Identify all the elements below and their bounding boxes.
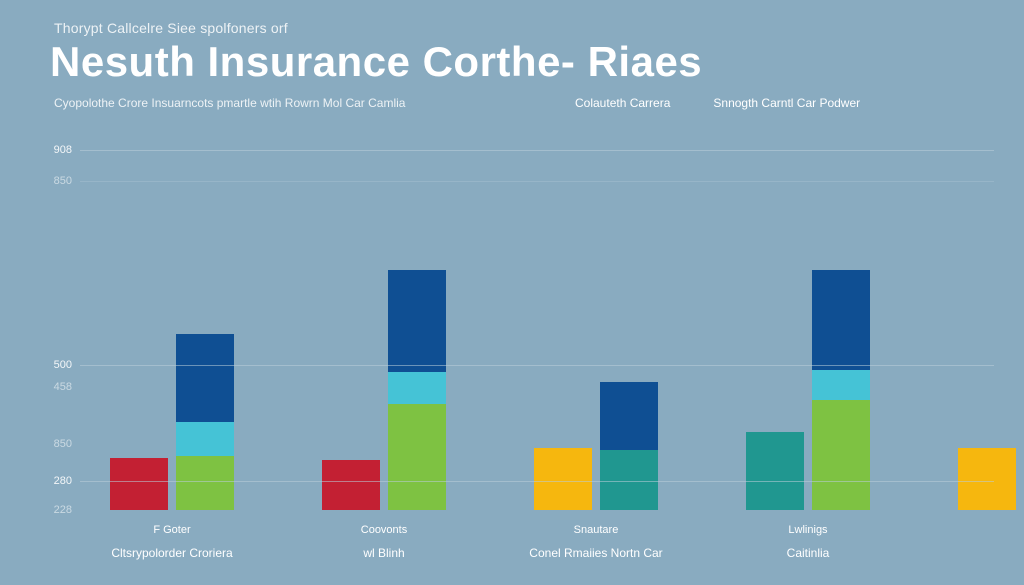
bar bbox=[600, 382, 658, 510]
y-tick-label: 850 bbox=[20, 175, 72, 187]
x-tick-label-top: Snautare bbox=[574, 524, 619, 536]
bar-segment bbox=[812, 370, 870, 400]
x-tick-label-top: Lwlinigs bbox=[788, 524, 827, 536]
x-tick-label-bottom: Conel Rmaiies Nortn Car bbox=[529, 546, 662, 560]
bar-segment bbox=[600, 382, 658, 450]
bar-segment bbox=[176, 334, 234, 422]
bar-group bbox=[110, 150, 234, 510]
bar-segment bbox=[176, 456, 234, 510]
bar bbox=[322, 460, 380, 510]
x-tick-label-top: F Goter bbox=[153, 524, 190, 536]
gridline bbox=[80, 150, 994, 151]
page-title: Nesuth Insurance Corthe- Riaes bbox=[50, 38, 702, 86]
bar-segment bbox=[388, 404, 446, 510]
gridline bbox=[80, 365, 994, 366]
bar-segment bbox=[388, 270, 446, 372]
bar bbox=[110, 458, 168, 510]
x-tick-label-bottom: wl Blinh bbox=[363, 546, 404, 560]
bar-segment bbox=[176, 422, 234, 456]
y-tick-label: 280 bbox=[20, 475, 72, 487]
y-tick-label: 458 bbox=[20, 381, 72, 393]
bar-segment bbox=[322, 460, 380, 510]
x-tick-label-bottom: Caitinlia bbox=[787, 546, 830, 560]
bar-group bbox=[534, 150, 658, 510]
y-tick-label: 908 bbox=[20, 144, 72, 156]
legend-item: Colauteth Carrera bbox=[560, 96, 670, 110]
bar-segment bbox=[812, 270, 870, 370]
y-tick-label: 228 bbox=[20, 504, 72, 516]
eyebrow-text: Thorypt Callcelre Siee spolfoners orf bbox=[54, 20, 288, 36]
legend-label: Snnogth Carntl Car Podwer bbox=[713, 96, 860, 110]
bar-segment bbox=[812, 400, 870, 510]
bar-group bbox=[746, 150, 870, 510]
bar-segment bbox=[534, 448, 592, 510]
y-tick-label: 850 bbox=[20, 438, 72, 450]
y-tick-label: 500 bbox=[20, 359, 72, 371]
gridline bbox=[80, 181, 994, 182]
bar-segment bbox=[110, 458, 168, 510]
bar bbox=[176, 334, 234, 510]
plot-area: F GoterCltsrypolorder CrorieraCoovontswl… bbox=[80, 150, 994, 510]
x-tick-label-bottom: Cltsrypolorder Croriera bbox=[111, 546, 232, 560]
bar bbox=[388, 270, 446, 510]
legend-item: Snnogth Carntl Car Podwer bbox=[698, 96, 860, 110]
bar-group bbox=[958, 150, 1024, 510]
legend: Colauteth Carrera Snnogth Carntl Car Podw… bbox=[560, 96, 860, 110]
bar bbox=[812, 270, 870, 510]
gridline bbox=[80, 481, 994, 482]
bar-segment bbox=[958, 448, 1016, 510]
bar bbox=[534, 448, 592, 510]
x-tick-label-top: Coovonts bbox=[361, 524, 407, 536]
bar-segment bbox=[600, 450, 658, 510]
bar bbox=[958, 448, 1016, 510]
bar-group bbox=[322, 150, 446, 510]
legend-label: Colauteth Carrera bbox=[575, 96, 670, 110]
chart-area: F GoterCltsrypolorder CrorieraCoovontswl… bbox=[20, 150, 1004, 510]
subtitle-text: Cyopolothe Crore Insuarncots pmartle wti… bbox=[54, 96, 405, 110]
stage: Thorypt Callcelre Siee spolfoners orf Ne… bbox=[0, 0, 1024, 585]
